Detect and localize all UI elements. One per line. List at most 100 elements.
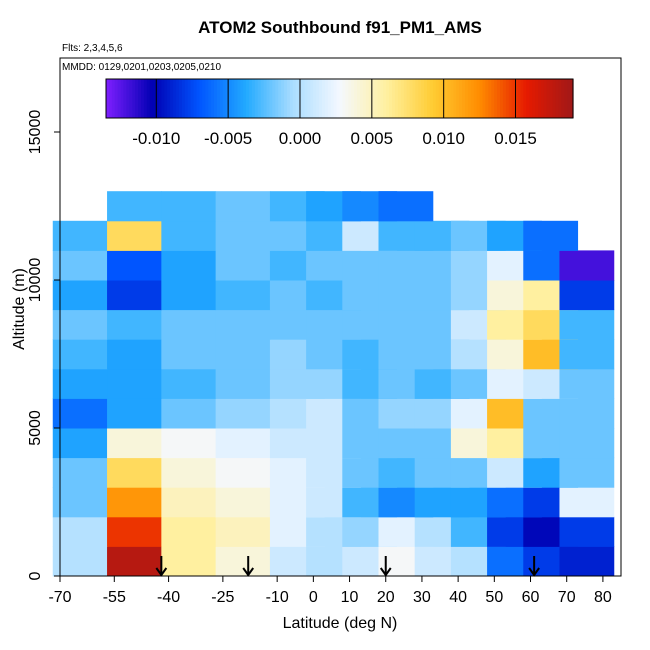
- heatmap-cell: [107, 428, 162, 459]
- colorbar-segment: [570, 79, 574, 118]
- colorbar-segment: [135, 79, 139, 118]
- heatmap-cell: [215, 220, 271, 251]
- x-tick-label: -55: [103, 589, 126, 606]
- colorbar-segment: [418, 79, 422, 118]
- x-tick-label: -10: [266, 589, 289, 606]
- colorbar-segment: [502, 79, 507, 118]
- colorbar-segment: [365, 79, 370, 118]
- colorbar-segment: [362, 79, 367, 118]
- flights-note: Flts: 2,3,4,5,6: [62, 43, 123, 54]
- colorbar-tick-label: 0.015: [494, 129, 537, 148]
- x-tick-label: -40: [157, 589, 180, 606]
- colorbar-segment: [278, 79, 282, 118]
- heatmap-cell: [161, 339, 217, 370]
- heatmap-cell: [161, 398, 217, 429]
- heatmap-cell: [52, 457, 108, 488]
- colorbar-segment: [383, 79, 387, 118]
- colorbar-segment: [170, 79, 174, 118]
- colorbar-segment: [152, 79, 157, 118]
- colorbar-segment: [199, 79, 203, 118]
- colorbar-segment: [482, 79, 487, 118]
- dates-note: MMDD: 0129,0201,0203,0205,0210: [62, 62, 222, 73]
- colorbar-segment: [108, 79, 113, 118]
- heatmap-cell: [559, 428, 615, 459]
- colorbar-segment: [219, 79, 224, 118]
- colorbar-segment: [216, 79, 221, 118]
- x-tick-label: 30: [413, 589, 431, 606]
- colorbar-segment: [143, 79, 148, 118]
- y-tick-label: 0: [27, 571, 44, 580]
- colorbar-segment: [339, 79, 344, 118]
- colorbar-segment: [368, 79, 373, 118]
- colorbar-segment: [266, 79, 271, 118]
- colorbar-segment: [260, 79, 265, 118]
- heatmap-cell: [107, 220, 162, 251]
- colorbar-segment: [129, 79, 133, 118]
- colorbar-segment: [190, 79, 195, 118]
- colorbar-segment: [114, 79, 119, 118]
- heatmap-cell: [559, 457, 615, 488]
- y-tick-label: 5000: [27, 410, 44, 446]
- colorbar-segment: [508, 79, 513, 118]
- colorbar-segment: [447, 79, 452, 118]
- colorbar-segment: [275, 79, 279, 118]
- colorbar-segment: [257, 79, 262, 118]
- heatmap-cell: [215, 309, 271, 340]
- colorbar-segment: [222, 79, 227, 118]
- heatmap-cell: [559, 546, 615, 577]
- heatmap-cell: [215, 516, 271, 547]
- x-tick-label: 0: [309, 589, 318, 606]
- colorbar-segment: [409, 79, 414, 118]
- heatmap-cell: [107, 546, 162, 577]
- colorbar-segment: [389, 79, 393, 118]
- colorbar-segment: [286, 79, 291, 118]
- heatmap-cell: [107, 309, 162, 340]
- colorbar-segment: [173, 79, 177, 118]
- colorbar-segment: [359, 79, 364, 118]
- colorbar-segment: [406, 79, 411, 118]
- colorbar-tick-label: -0.005: [204, 129, 252, 148]
- heatmap-cell: [215, 487, 271, 518]
- colorbar-segment: [111, 79, 116, 118]
- plot-frame: [59, 57, 622, 577]
- colorbar-tick-label: 0.010: [422, 129, 465, 148]
- heatmap-cell: [52, 250, 108, 281]
- colorbar-frame: [105, 78, 574, 119]
- heatmap-cell: [52, 487, 108, 518]
- colorbar-segment: [187, 79, 192, 118]
- heatmap-cell: [215, 191, 271, 222]
- colorbar-segment: [470, 79, 475, 118]
- colorbar-segment: [251, 79, 256, 118]
- colorbar-segment: [249, 79, 253, 118]
- heatmap-cell: [107, 457, 162, 488]
- colorbar-segment: [394, 79, 399, 118]
- colorbar-segment: [485, 79, 489, 118]
- colorbar-segment: [543, 79, 548, 118]
- colorbar-segment: [246, 79, 250, 118]
- colorbar-segment: [476, 79, 481, 118]
- colorbar-segment: [357, 79, 361, 118]
- colorbar-segment: [225, 79, 230, 118]
- colorbar-segment: [500, 79, 504, 118]
- colorbar-segment: [549, 79, 554, 118]
- colorbar-segment: [240, 79, 244, 118]
- colorbar-segment: [336, 79, 341, 118]
- colorbar-segment: [307, 79, 311, 118]
- colorbar-segment: [205, 79, 209, 118]
- colorbar-segment: [155, 79, 160, 118]
- colorbar-segment: [196, 79, 200, 118]
- colorbar-segment: [552, 79, 557, 118]
- heatmap-cell: [107, 487, 162, 518]
- x-tick-label: -70: [48, 589, 71, 606]
- colorbar-segment: [546, 79, 551, 118]
- colorbar-segment: [319, 79, 323, 118]
- chart-title: ATOM2 Southbound f91_PM1_AMS: [198, 18, 482, 37]
- heatmap-cell: [559, 280, 615, 311]
- colorbar-segment: [540, 79, 545, 118]
- heatmap-cell: [52, 546, 108, 577]
- x-tick-label: 80: [594, 589, 612, 606]
- x-tick-label: 50: [485, 589, 503, 606]
- colorbar-segment: [535, 79, 539, 118]
- colorbar-segment: [567, 79, 571, 118]
- colorbar-segment: [138, 79, 142, 118]
